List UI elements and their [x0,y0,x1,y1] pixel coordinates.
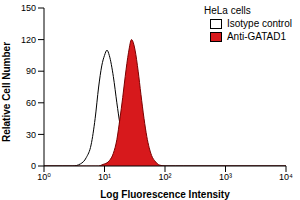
svg-text:60: 60 [26,98,36,108]
html-text:HeLa cells: HeLa cells [204,5,251,16]
svg-text:Log Fluorescence Intensity: Log Fluorescence Intensity [100,189,230,200]
svg-text:10⁰: 10⁰ [37,172,51,182]
svg-text:Relative Cell Number: Relative Cell Number [8,42,12,142]
svg-text:150: 150 [21,3,36,13]
svg-text:10¹: 10¹ [98,172,111,182]
svg-text:30: 30 [26,130,36,140]
html-text:Isotype control: Isotype control [227,18,292,29]
svg-text:0: 0 [31,161,36,171]
svg-text:10²: 10² [158,172,171,182]
svg-text:10⁴: 10⁴ [279,172,292,182]
html-text:Anti-GATAD1: Anti-GATAD1 [227,31,286,42]
svg-text:90: 90 [26,66,36,76]
svg-text:120: 120 [21,35,36,45]
svg-text:10³: 10³ [219,172,232,182]
